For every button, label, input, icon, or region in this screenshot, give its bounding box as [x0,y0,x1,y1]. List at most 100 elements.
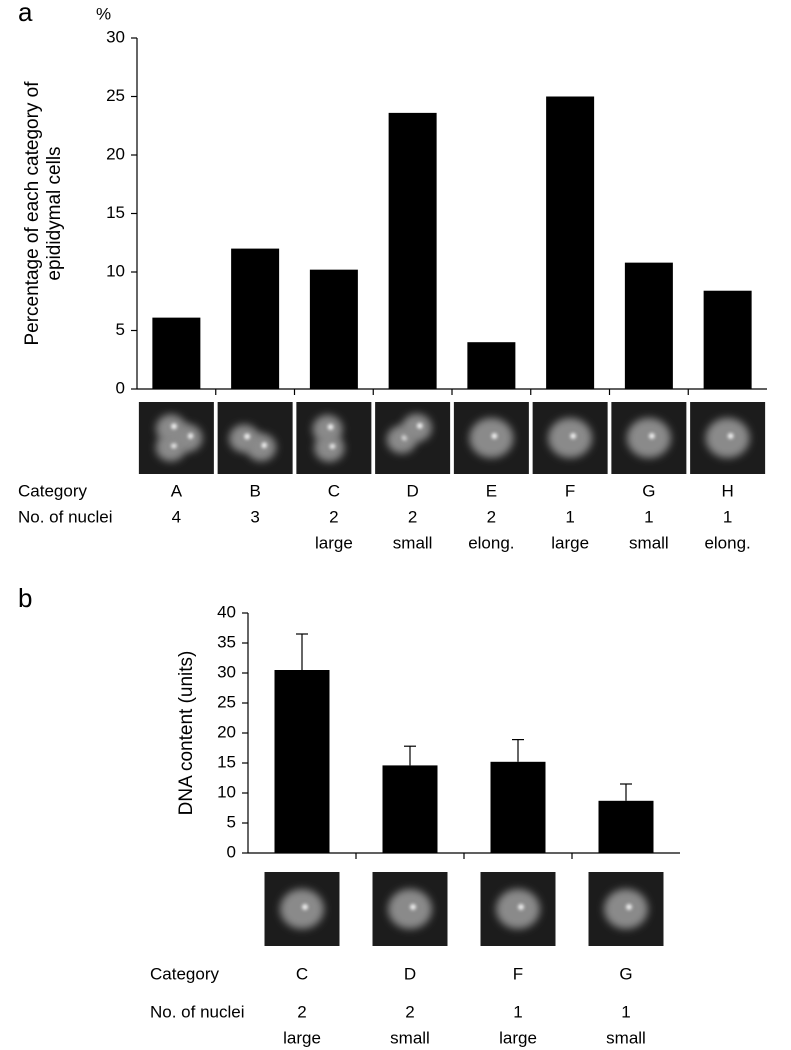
nuclei-type: small [393,533,433,552]
y-tick-label: 35 [217,632,236,651]
cell-spot [187,433,194,439]
y-tick-label: 0 [227,842,236,861]
y-tick-label: 30 [106,27,125,46]
nuclei-count: 2 [408,507,417,526]
error-bar [512,738,524,762]
bar [152,317,201,389]
bar [546,96,595,389]
y-tick-label: 0 [116,378,125,397]
cell-spot [170,442,177,449]
cell-spot [261,442,268,449]
category-label: F [565,481,575,500]
nuclei-type: small [606,1028,646,1047]
cell-nucleus [604,889,648,929]
nuclei-type: small [390,1028,430,1047]
cell-nucleus [469,418,514,458]
category-label: C [328,481,340,500]
y-axis-label: DNA content (units) [176,651,197,816]
bar [388,112,437,389]
nuclei-count: 4 [172,507,181,526]
cell-image [611,402,687,474]
error-bar [296,633,308,670]
cell-image [296,402,372,474]
cell-image [264,872,340,946]
category-label: G [619,964,632,983]
nuclei-type: large [551,533,589,552]
y-tick-label: 15 [217,752,236,771]
cell-nucleus [705,418,750,458]
category-label: A [171,481,183,500]
bar [231,248,280,389]
category-label: E [486,481,497,500]
y-tick-label: 30 [217,662,236,681]
cell-image [690,402,766,474]
cell-image [372,872,448,946]
cell-nucleus [626,418,671,458]
category-label: F [513,964,523,983]
category-label: C [296,964,308,983]
cell-nucleus [401,413,432,442]
nuclei-type: elong. [704,533,750,552]
cell-nucleus [229,424,260,453]
cell-image [588,872,664,946]
panel-label: b [18,583,32,613]
nuclei-count: 1 [644,507,653,526]
nuclei-count: 2 [297,1002,306,1021]
cell-nucleus [155,414,186,443]
nuclei-type: small [629,533,669,552]
cell-spot [327,423,334,430]
y-tick-label: 15 [106,203,125,222]
cell-image [375,402,451,474]
cell-spot [648,433,655,439]
nuclei-count: 1 [565,507,574,526]
cell-nucleus [548,418,593,458]
y-tick-label: 20 [217,722,236,741]
bar [382,765,438,853]
category-label: G [642,481,655,500]
cell-nucleus [280,889,324,929]
cell-nucleus [312,414,343,443]
cell-spot [302,904,308,910]
y-tick-label: 5 [227,812,236,831]
bar [703,290,752,389]
bar [309,269,358,389]
cell-image [480,872,556,946]
y-axis-label: epididymal cells [44,146,65,280]
cell-spot [416,422,423,429]
nuclei-type: large [499,1028,537,1047]
row-label: No. of nuclei [18,507,113,526]
y-tick-label: 10 [217,782,236,801]
cell-spot [491,433,498,439]
nuclei-count: 3 [250,507,259,526]
cell-image [217,402,293,474]
category-label: B [249,481,260,500]
bar [598,800,654,853]
cell-spot [570,433,577,439]
nuclei-type: elong. [468,533,514,552]
error-bar [404,745,416,766]
cell-spot [170,423,177,430]
y-tick-label: 10 [106,261,125,280]
cell-spot [410,904,416,910]
cell-spot [244,433,251,440]
nuclei-count: 2 [405,1002,414,1021]
category-label: D [404,964,416,983]
cell-spot [626,904,632,910]
cell-nucleus [388,889,432,929]
panel-label: a [18,0,33,27]
y-tick-label: 25 [217,692,236,711]
category-label: H [721,481,733,500]
nuclei-count: 1 [621,1002,630,1021]
bar [490,761,546,853]
row-label: No. of nuclei [150,1002,245,1021]
cell-spot [518,904,524,910]
cell-spot [329,443,336,450]
nuclei-count: 2 [329,507,338,526]
cell-image [138,402,214,474]
bar [467,342,516,389]
nuclei-count: 1 [723,507,732,526]
cell-image [532,402,608,474]
nuclei-count: 2 [487,507,496,526]
cell-spot [727,433,734,439]
